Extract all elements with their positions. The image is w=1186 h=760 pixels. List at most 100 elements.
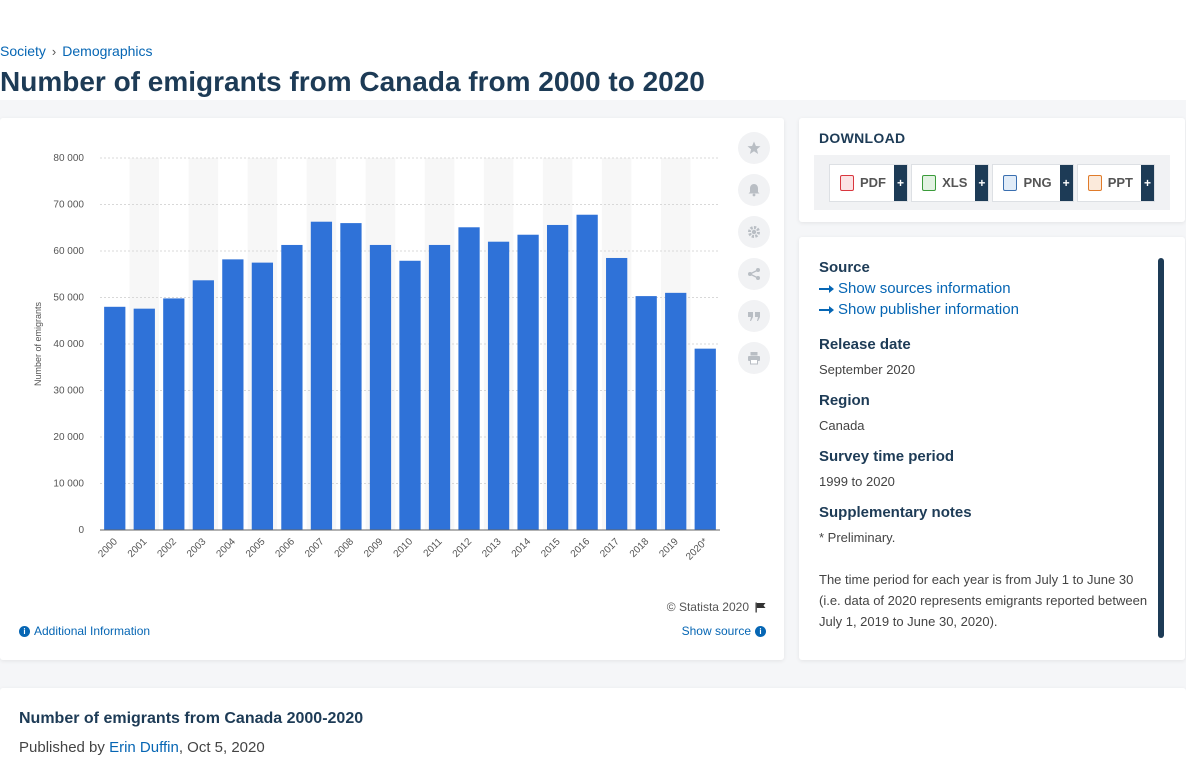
survey-period-value: 1999 to 2020 [819, 474, 895, 489]
survey-period-heading: Survey time period [819, 448, 955, 465]
bar-chart: 0 10 000 20 000 30 000 40 000 50 000 60 000 70 … [33, 153, 720, 563]
pdf-file-icon [840, 174, 854, 191]
star-icon[interactable] [738, 132, 770, 164]
bar-2007 [310, 221, 333, 530]
show-source-link[interactable]: Show source i [682, 624, 766, 638]
bar-2006 [281, 244, 303, 530]
bar-2002 [163, 298, 185, 530]
supplementary-note-period: The time period for each year is from Ju… [819, 572, 1148, 629]
x-tick-label: 2000 [96, 536, 120, 560]
bar-2016 [576, 214, 598, 530]
show-sources-link[interactable]: Show sources information [819, 280, 1149, 297]
share-icon[interactable] [738, 258, 770, 290]
bar-2001 [133, 308, 155, 530]
breadcrumb: Society › Demographics [0, 43, 153, 59]
xls-file-icon [922, 174, 937, 191]
x-tick-label: 2019 [657, 536, 681, 560]
y-tick-label: 0 [78, 525, 84, 536]
y-tick-label: 60 000 [53, 246, 84, 257]
author-link[interactable]: Erin Duffin [109, 739, 179, 756]
breadcrumb-society[interactable]: Society [0, 43, 46, 59]
bar-2020 [694, 348, 716, 530]
release-date-heading: Release date [819, 336, 911, 353]
x-tick-label: 2008 [333, 536, 357, 560]
region-heading: Region [819, 392, 870, 409]
y-tick-label: 10 000 [53, 479, 84, 490]
quote-icon[interactable] [738, 300, 770, 332]
statistic-title: Number of emigrants from Canada 2000-202… [19, 710, 364, 727]
source-scrollbar[interactable] [1158, 258, 1164, 638]
x-tick-label: 2011 [422, 536, 445, 559]
show-source-label: Show source [681, 624, 751, 638]
x-tick-label: 2004 [214, 536, 238, 560]
x-tick-label: 2003 [185, 536, 209, 560]
arrow-right-icon [819, 305, 834, 314]
download-ppt-label: PPT [1107, 175, 1133, 190]
download-xls-button[interactable]: XLS + [911, 163, 990, 202]
bar-2004 [222, 259, 244, 530]
download-png-button[interactable]: PNG + [992, 163, 1074, 202]
supplementary-note-preliminary: * Preliminary. [819, 530, 896, 545]
arrow-right-icon [819, 284, 834, 293]
info-circle-icon: i [755, 625, 766, 637]
supplementary-notes-heading: Supplementary notes [819, 504, 972, 521]
bar-2005 [251, 262, 274, 530]
breadcrumb-separator: › [51, 43, 57, 59]
bar-2000 [104, 306, 126, 530]
y-axis-label: Number of emigrants [33, 301, 43, 386]
download-card: DOWNLOAD PDF + XLS + PNG + PPT + [799, 118, 1185, 222]
breadcrumb-demographics[interactable]: Demographics [62, 43, 153, 59]
download-ppt-button[interactable]: PPT + [1076, 163, 1155, 202]
print-icon[interactable] [738, 342, 770, 374]
show-sources-label: Show sources information [838, 280, 1011, 297]
x-tick-label: 2001 [126, 536, 150, 560]
plus-icon[interactable]: + [975, 164, 989, 201]
download-pdf-button[interactable]: PDF + [829, 163, 908, 202]
download-xls-label: XLS [942, 175, 968, 190]
bar-2010 [399, 260, 421, 530]
bar-2014 [517, 234, 539, 530]
x-tick-label: 2009 [362, 536, 386, 560]
download-png-label: PNG [1023, 175, 1052, 190]
bar-2009 [369, 244, 392, 530]
bar-2013 [487, 241, 510, 530]
y-tick-label: 50 000 [53, 293, 84, 304]
x-tick-label: 2020* [684, 536, 710, 562]
additional-information-label: Additional Information [34, 624, 151, 638]
download-buttons: PDF + XLS + PNG + PPT + [814, 155, 1170, 210]
gear-icon[interactable] [738, 216, 770, 248]
bar-2011 [428, 244, 451, 530]
info-circle-icon: i [19, 625, 30, 637]
bar-2019 [665, 292, 687, 530]
bar-2008 [340, 223, 362, 530]
plus-icon[interactable]: + [894, 164, 907, 201]
published-date: , Oct 5, 2020 [178, 739, 265, 756]
bar-2012 [458, 227, 480, 530]
chart-toolbar [738, 132, 772, 384]
x-tick-label: 2013 [480, 536, 504, 560]
x-tick-label: 2018 [628, 536, 652, 560]
download-title: DOWNLOAD [819, 130, 906, 146]
bar-2015 [546, 224, 569, 530]
ppt-file-icon [1087, 174, 1102, 191]
bell-icon[interactable] [738, 174, 770, 206]
x-tick-label: 2002 [155, 536, 179, 560]
source-details: Source Show sources information Show pub… [819, 259, 1149, 632]
y-tick-label: 20 000 [53, 432, 84, 443]
plus-icon[interactable]: + [1141, 164, 1154, 201]
bar-2003 [192, 280, 214, 530]
top-header [0, 0, 1186, 100]
y-tick-label: 80 000 [53, 153, 84, 164]
y-tick-label: 40 000 [53, 339, 84, 350]
copyright-text: © Statista 2020 [666, 600, 749, 614]
bar-2018 [635, 296, 657, 530]
source-card: Source Show sources information Show pub… [799, 237, 1185, 660]
flag-icon[interactable] [755, 602, 766, 613]
statistic-info-card: Number of emigrants from Canada 2000-202… [0, 688, 1186, 760]
source-heading: Source [819, 259, 870, 276]
x-tick-label: 2007 [303, 536, 327, 560]
plus-icon[interactable]: + [1059, 164, 1073, 201]
additional-information-link[interactable]: i Additional Information [19, 624, 150, 638]
release-date-value: September 2020 [819, 362, 916, 377]
show-publisher-link[interactable]: Show publisher information [819, 301, 1149, 318]
